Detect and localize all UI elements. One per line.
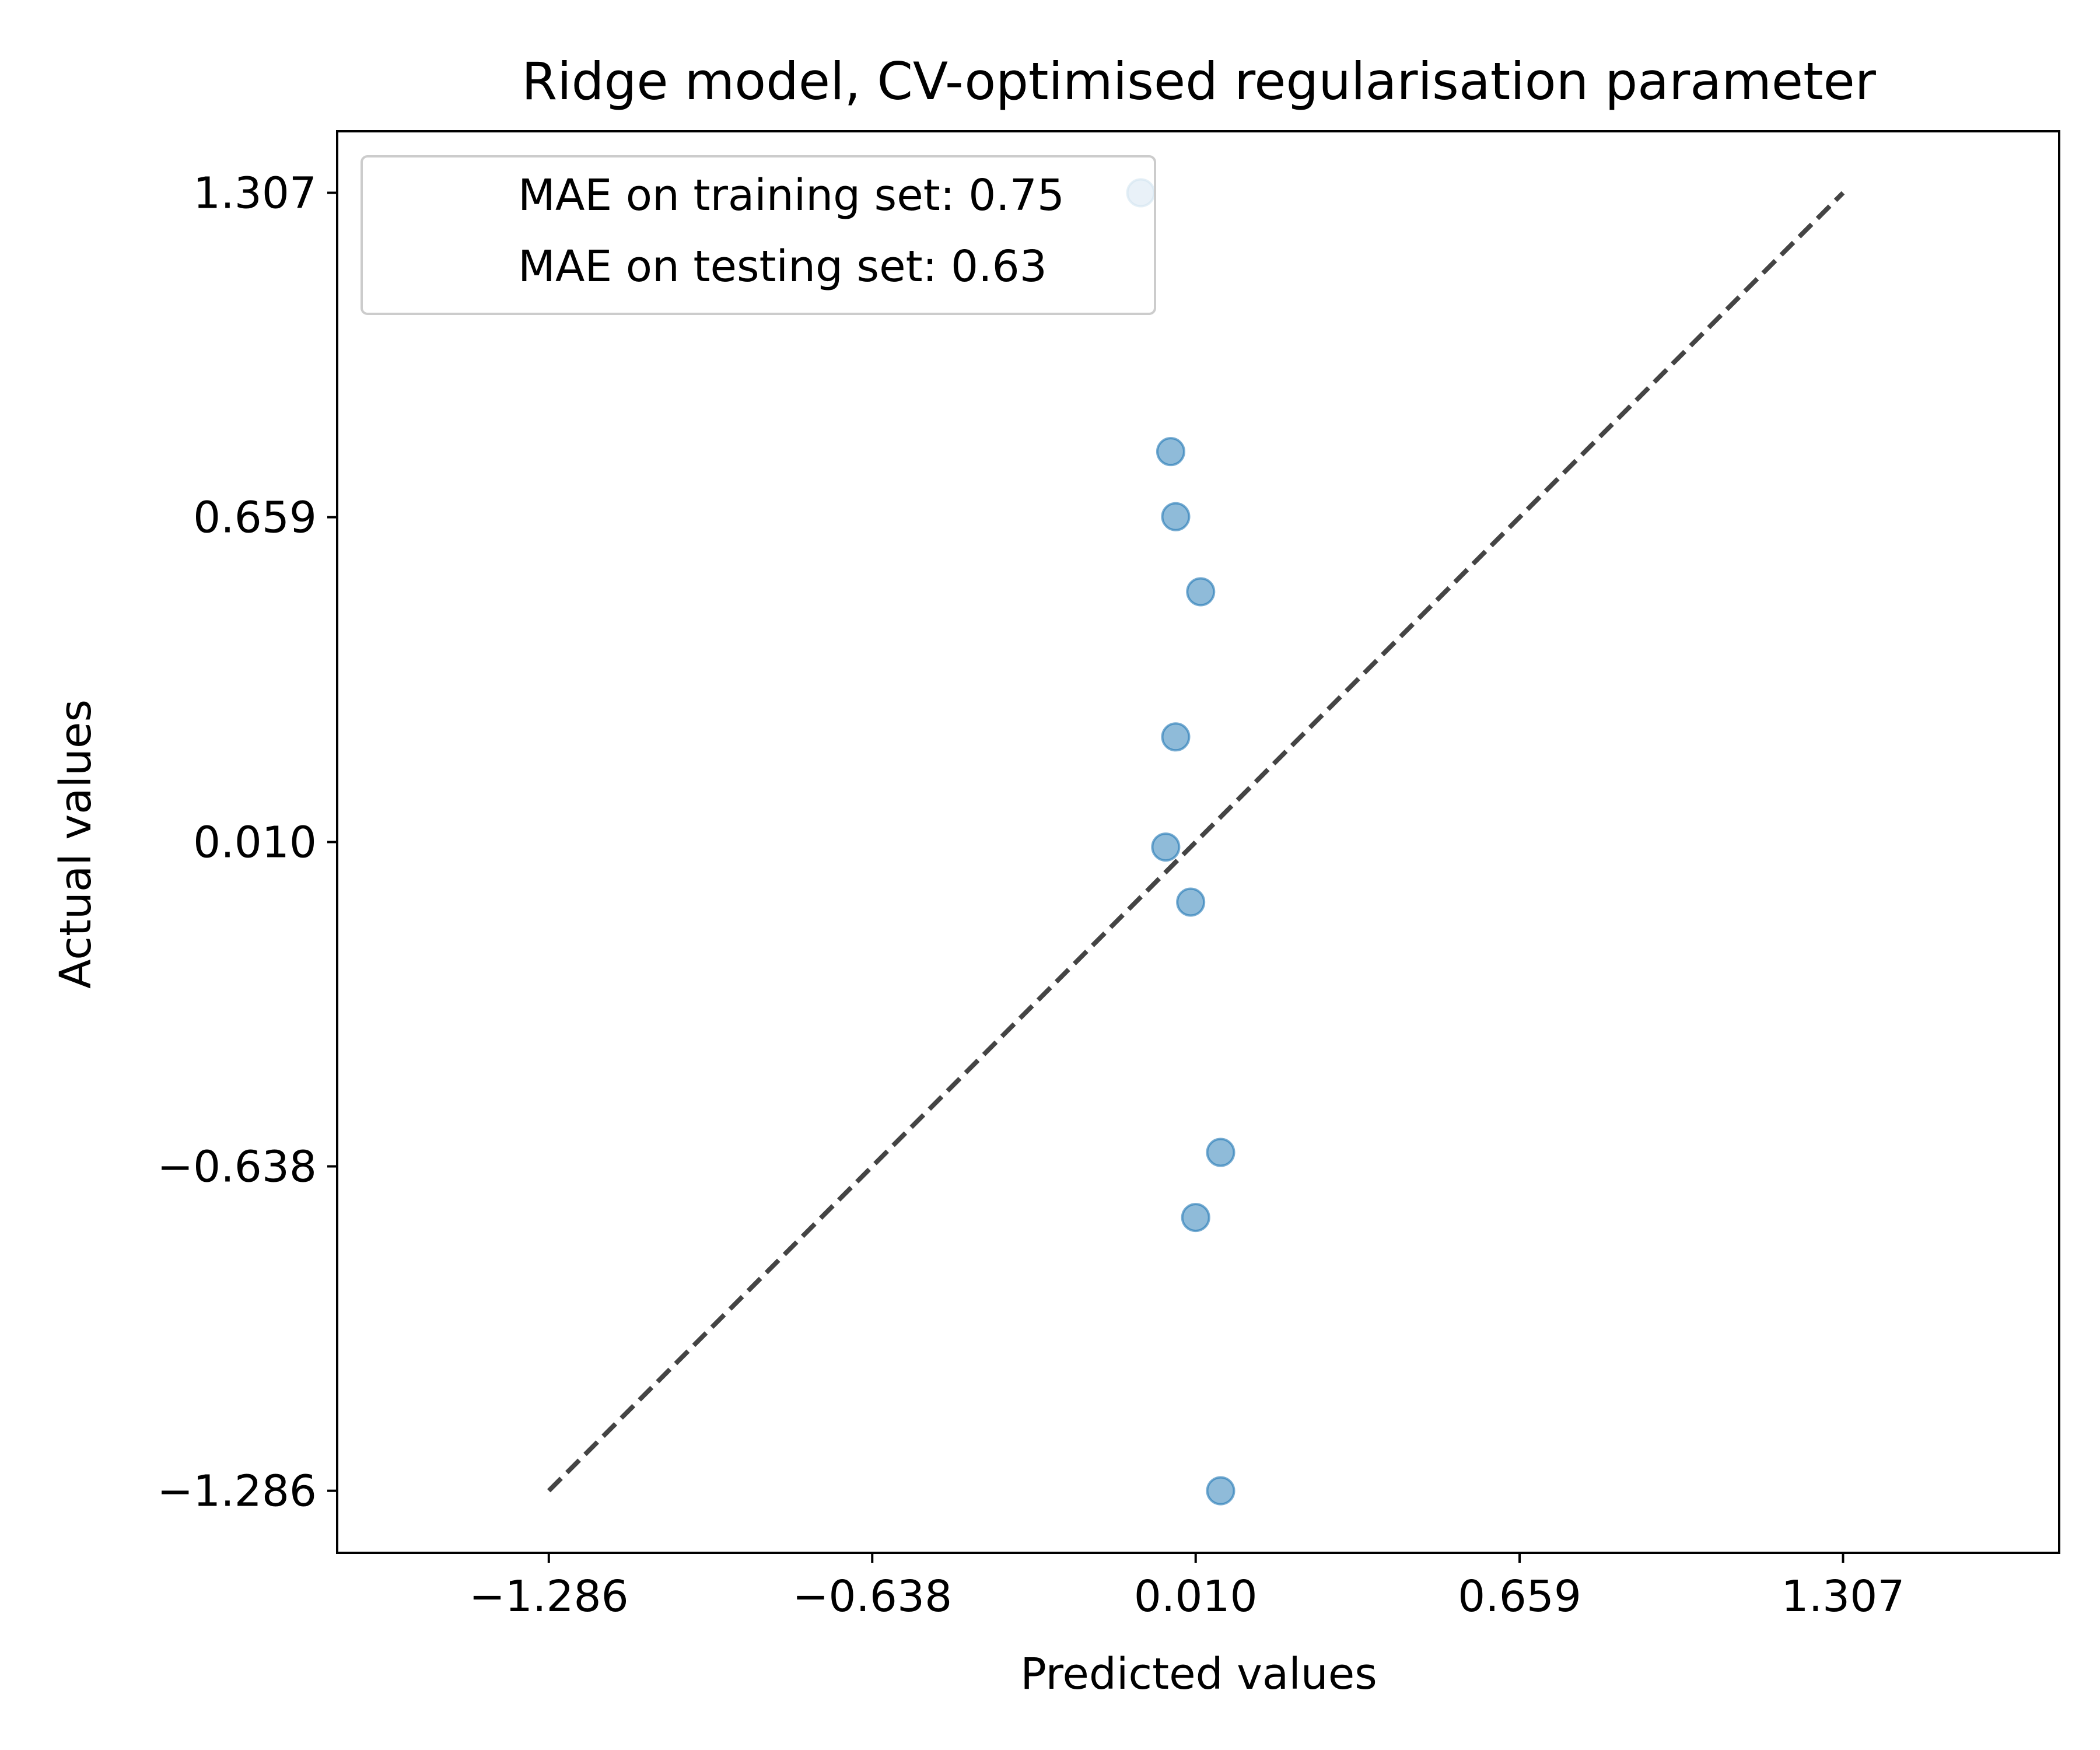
legend-box bbox=[360, 155, 1156, 315]
scatter-point bbox=[1206, 1138, 1236, 1167]
legend: MAE on training set: 0.75 MAE on testing… bbox=[360, 155, 1156, 315]
y-tick-label: 0.010 bbox=[193, 818, 317, 868]
chart-title: Ridge model, CV-optimised regularisation… bbox=[522, 51, 1877, 111]
legend-entry-training: MAE on training set: 0.75 bbox=[518, 170, 1065, 220]
scatter-point bbox=[1186, 577, 1216, 607]
x-axis-label: Predicted values bbox=[1020, 1649, 1377, 1699]
x-tick-label: 0.010 bbox=[1134, 1572, 1258, 1622]
scatter-point bbox=[1151, 832, 1181, 862]
scatter-point bbox=[1156, 437, 1185, 467]
x-tick-label: 1.307 bbox=[1782, 1572, 1905, 1622]
y-tick-label: 1.307 bbox=[193, 169, 317, 219]
y-tick-label: −0.638 bbox=[157, 1142, 317, 1192]
scatter-point bbox=[1176, 887, 1206, 917]
y-tick-label: 0.659 bbox=[193, 493, 317, 543]
reference-line bbox=[547, 191, 1845, 1493]
scatter-point bbox=[1161, 502, 1191, 531]
x-tick-label: −0.638 bbox=[792, 1572, 952, 1622]
legend-entry-testing: MAE on testing set: 0.63 bbox=[518, 242, 1047, 292]
scatter-point bbox=[1206, 1476, 1236, 1506]
y-axis-label: Actual values bbox=[51, 699, 101, 989]
scatter-point bbox=[1161, 722, 1191, 752]
plot-frame bbox=[336, 130, 2060, 1554]
scatter-point bbox=[1181, 1203, 1210, 1233]
x-tick-label: −1.286 bbox=[469, 1572, 629, 1622]
y-tick-label: −1.286 bbox=[157, 1466, 317, 1517]
x-tick-label: 0.659 bbox=[1458, 1572, 1581, 1622]
